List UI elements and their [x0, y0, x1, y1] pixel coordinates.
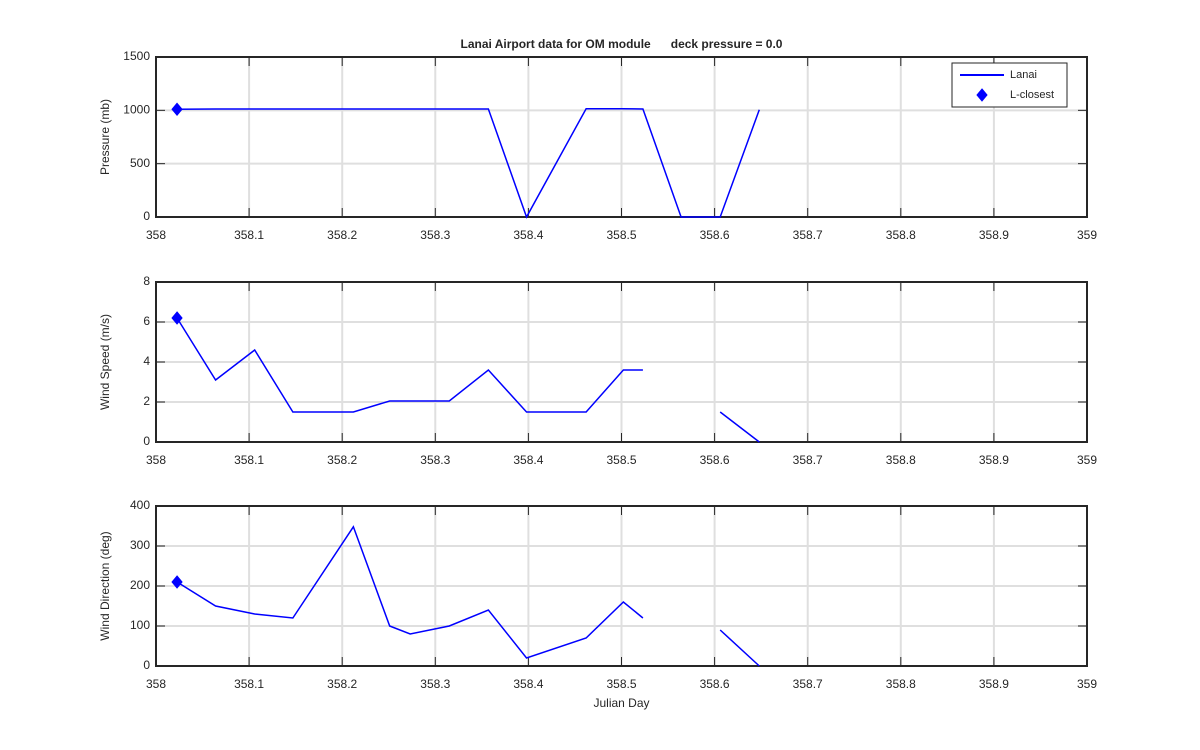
x-axis-label: Julian Day	[593, 696, 649, 710]
x-tick-label: 358.2	[327, 228, 357, 242]
y-tick-label: 0	[143, 434, 150, 448]
chart-title: Lanai Airport data for OM module deck pr…	[461, 37, 783, 51]
x-tick-label: 358	[146, 228, 166, 242]
legend-label: L-closest	[1010, 89, 1054, 101]
marker	[171, 575, 183, 589]
x-tick-label: 358.3	[420, 677, 450, 691]
data-line	[177, 107, 760, 219]
y-tick-label: 300	[130, 538, 150, 552]
legend-label: Lanai	[1010, 69, 1037, 81]
x-tick-label: 359	[1077, 228, 1097, 242]
y-tick-label: 500	[130, 156, 150, 170]
x-tick-label: 358.7	[793, 228, 823, 242]
y-tick-label: 8	[143, 274, 150, 288]
axes-box	[155, 505, 1088, 667]
x-tick-label: 358.6	[700, 453, 730, 467]
x-tick-label: 358.5	[606, 228, 636, 242]
y-tick-label: 6	[143, 314, 150, 328]
y-tick-label: 0	[143, 209, 150, 223]
axes-box	[155, 56, 1088, 218]
x-tick-label: 358.2	[327, 453, 357, 467]
marker	[171, 102, 183, 117]
y-axis-label: Wind Speed (m/s)	[98, 314, 112, 410]
x-tick-label: 358	[146, 453, 166, 467]
x-tick-label: 358.7	[793, 453, 823, 467]
x-tick-label: 358.8	[886, 228, 916, 242]
legend-box	[951, 62, 1068, 108]
y-tick-label: 400	[130, 498, 150, 512]
x-tick-label: 358.4	[513, 453, 543, 467]
x-tick-label: 358.2	[327, 677, 357, 691]
data-line	[176, 525, 760, 667]
x-tick-label: 358.4	[513, 677, 543, 691]
x-tick-label: 359	[1077, 453, 1097, 467]
x-tick-label: 358.1	[234, 677, 264, 691]
x-tick-label: 358.6	[700, 677, 730, 691]
y-tick-label: 1500	[123, 49, 150, 63]
x-tick-label: 358.1	[234, 228, 264, 242]
marker	[171, 311, 183, 325]
y-axis-label: Wind Direction (deg)	[98, 531, 112, 640]
x-tick-label: 359	[1077, 677, 1097, 691]
x-tick-label: 358.8	[886, 677, 916, 691]
x-tick-label: 358.1	[234, 453, 264, 467]
x-tick-label: 358.4	[513, 228, 543, 242]
x-tick-label: 358	[146, 677, 166, 691]
x-tick-label: 358.5	[606, 453, 636, 467]
y-tick-label: 4	[143, 354, 150, 368]
x-tick-label: 358.9	[979, 228, 1009, 242]
y-tick-label: 1000	[123, 103, 150, 117]
y-tick-label: 100	[130, 618, 150, 632]
y-axis-label: Pressure (mb)	[98, 99, 112, 175]
x-tick-label: 358.8	[886, 453, 916, 467]
x-tick-label: 358.5	[606, 677, 636, 691]
x-tick-label: 358.9	[979, 453, 1009, 467]
x-tick-label: 358.9	[979, 677, 1009, 691]
axes-box	[155, 281, 1088, 443]
y-tick-label: 2	[143, 394, 150, 408]
x-tick-label: 358.7	[793, 677, 823, 691]
x-tick-label: 358.6	[700, 228, 730, 242]
data-line	[176, 317, 760, 443]
y-tick-label: 0	[143, 658, 150, 672]
y-tick-label: 200	[130, 578, 150, 592]
legend-marker	[976, 88, 988, 102]
x-tick-label: 358.3	[420, 228, 450, 242]
x-tick-label: 358.3	[420, 453, 450, 467]
